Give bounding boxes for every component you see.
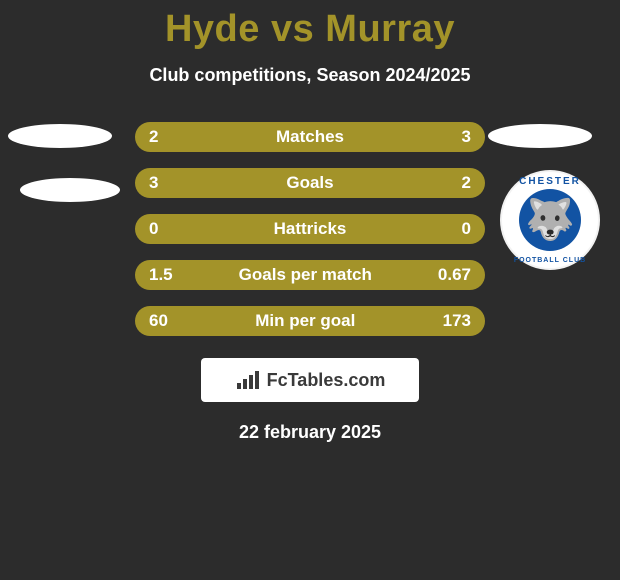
stat-row: 2 Matches 3 [135, 122, 485, 152]
stat-right-value: 0 [462, 219, 471, 239]
stat-left-value: 0 [149, 219, 158, 239]
badge-top-text: CHESTER [500, 176, 600, 187]
stat-right-value: 0.67 [438, 265, 471, 285]
brand-link[interactable]: FcTables.com [201, 358, 419, 402]
stat-row: 60 Min per goal 173 [135, 306, 485, 336]
stat-label: Goals [286, 173, 333, 193]
stat-row: 0 Hattricks 0 [135, 214, 485, 244]
decor-ellipse-right-1 [488, 124, 592, 148]
stat-left-value: 60 [149, 311, 168, 331]
stat-row: 3 Goals 2 [135, 168, 485, 198]
stat-left-value: 2 [149, 127, 158, 147]
badge-glyph-icon: 🐺 [525, 200, 575, 240]
stat-left-value: 3 [149, 173, 158, 193]
club-badge: CHESTER 🐺 FOOTBALL CLUB [500, 170, 600, 270]
stat-label: Min per goal [255, 311, 355, 331]
subtitle: Club competitions, Season 2024/2025 [0, 65, 620, 86]
stats-card: Hyde vs Murray Club competitions, Season… [0, 0, 620, 580]
stat-right-value: 2 [462, 173, 471, 193]
footer-date: 22 february 2025 [0, 422, 620, 443]
brand-text: FcTables.com [267, 370, 386, 391]
badge-inner-circle: 🐺 [519, 189, 581, 251]
stat-label: Goals per match [239, 265, 372, 285]
stat-right-value: 3 [462, 127, 471, 147]
stat-label: Hattricks [274, 219, 347, 239]
badge-bottom-text: FOOTBALL CLUB [500, 257, 600, 264]
stat-left-value: 1.5 [149, 265, 173, 285]
page-title: Hyde vs Murray [0, 8, 620, 51]
decor-ellipse-left-1 [8, 124, 112, 148]
stat-row: 1.5 Goals per match 0.67 [135, 260, 485, 290]
stat-right-value: 173 [443, 311, 471, 331]
stat-label: Matches [276, 127, 344, 147]
bar-chart-icon [235, 369, 261, 391]
decor-ellipse-left-2 [20, 178, 120, 202]
